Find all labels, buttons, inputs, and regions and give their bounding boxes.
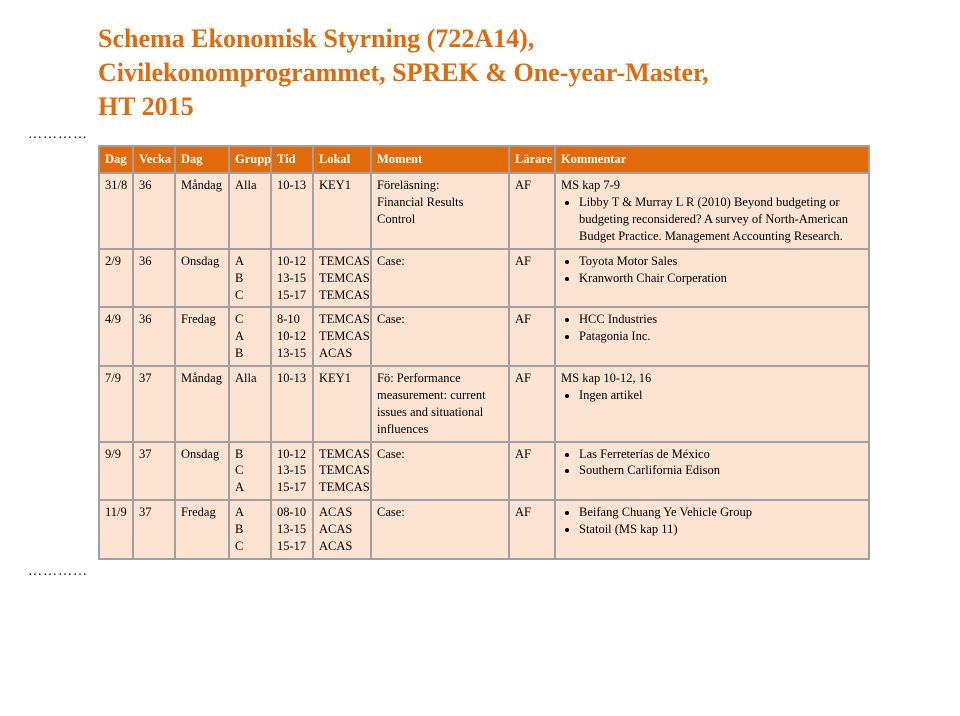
cell-lokal: TEMCASTEMCASTEMCAS: [313, 249, 371, 308]
table-body: 31/836MåndagAlla10-13KEY1Föreläsning:Fin…: [99, 173, 869, 559]
kommentar-list: HCC IndustriesPatagonia Inc.: [561, 311, 863, 345]
cell-lokal: KEY1: [313, 173, 371, 249]
cell-lokal: ACASACASACAS: [313, 500, 371, 559]
cell-dag: Onsdag: [175, 442, 229, 501]
cell-kommentar: MS kap 10-12, 16 Ingen artikel: [555, 366, 869, 442]
col-header-lokal: Lokal: [313, 146, 371, 173]
cell-vecka: 37: [133, 366, 175, 442]
table-header-row: Dag Vecka Dag Grupp Tid Lokal Moment Lär…: [99, 146, 869, 173]
page-container: Schema Ekonomisk Styrning (722A14), Civi…: [0, 0, 960, 580]
kommentar-item: Libby T & Murray L R (2010) Beyond budge…: [579, 194, 863, 245]
col-header-larare: Lärare: [509, 146, 555, 173]
cell-lokal: KEY1: [313, 366, 371, 442]
title-line-2: Civilekonomprogrammet, SPREK & One-year-…: [98, 58, 709, 87]
cell-larare: AF: [509, 442, 555, 501]
cell-lokal: TEMCASTEMCASTEMCAS: [313, 442, 371, 501]
cell-kommentar: Beifang Chuang Ye Vehicle GroupStatoil (…: [555, 500, 869, 559]
table-row: 7/937MåndagAlla10-13KEY1Fö: Performance …: [99, 366, 869, 442]
table-row: 2/936OnsdagABC10-1213-1515-17TEMCASTEMCA…: [99, 249, 869, 308]
cell-grupp: Alla: [229, 366, 271, 442]
cell-kommentar: HCC IndustriesPatagonia Inc.: [555, 307, 869, 366]
cell-larare: AF: [509, 249, 555, 308]
cell-kommentar: Las Ferreterías de MéxicoSouthern Carlif…: [555, 442, 869, 501]
cell-grupp: Alla: [229, 173, 271, 249]
table-row: 31/836MåndagAlla10-13KEY1Föreläsning:Fin…: [99, 173, 869, 249]
cell-date: 2/9: [99, 249, 133, 308]
cell-vecka: 36: [133, 307, 175, 366]
col-header-tid: Tid: [271, 146, 313, 173]
col-header-dag: Dag: [99, 146, 133, 173]
cell-vecka: 36: [133, 249, 175, 308]
cell-tid: 10-1213-1515-17: [271, 249, 313, 308]
kommentar-list: Libby T & Murray L R (2010) Beyond budge…: [561, 194, 863, 245]
table-row: 11/937FredagABC08-1013-1515-17ACASACASAC…: [99, 500, 869, 559]
cell-vecka: 37: [133, 500, 175, 559]
schedule-table: Dag Vecka Dag Grupp Tid Lokal Moment Lär…: [98, 145, 870, 559]
cell-lokal: TEMCASTEMCASACAS: [313, 307, 371, 366]
cell-tid: 10-1213-1515-17: [271, 442, 313, 501]
kommentar-item: Ingen artikel: [579, 387, 863, 404]
kommentar-list: Ingen artikel: [561, 387, 863, 404]
cell-larare: AF: [509, 173, 555, 249]
cell-date: 4/9: [99, 307, 133, 366]
col-header-vecka: Vecka: [133, 146, 175, 173]
cell-grupp: ABC: [229, 249, 271, 308]
col-header-moment: Moment: [371, 146, 509, 173]
kommentar-item: Kranworth Chair Corperation: [579, 270, 863, 287]
kommentar-item: Southern Carlifornia Edison: [579, 462, 863, 479]
cell-larare: AF: [509, 307, 555, 366]
cell-moment: Case:: [371, 500, 509, 559]
cell-tid: 10-13: [271, 366, 313, 442]
cell-dag: Onsdag: [175, 249, 229, 308]
kommentar-item: Toyota Motor Sales: [579, 253, 863, 270]
cell-moment: Case:: [371, 307, 509, 366]
kommentar-item: Statoil (MS kap 11): [579, 521, 863, 538]
kommentar-prefix: MS kap 7-9: [561, 178, 620, 192]
cell-date: 11/9: [99, 500, 133, 559]
cell-moment: Case:: [371, 442, 509, 501]
cell-moment: Föreläsning:Financial Results Control: [371, 173, 509, 249]
col-header-dag2: Dag: [175, 146, 229, 173]
kommentar-list: Toyota Motor SalesKranworth Chair Corper…: [561, 253, 863, 287]
cell-dag: Måndag: [175, 366, 229, 442]
cell-moment: Fö: Performance measurement: current iss…: [371, 366, 509, 442]
cell-larare: AF: [509, 366, 555, 442]
table-header: Dag Vecka Dag Grupp Tid Lokal Moment Lär…: [99, 146, 869, 173]
cell-tid: 08-1013-1515-17: [271, 500, 313, 559]
kommentar-item: HCC Industries: [579, 311, 863, 328]
divider-dots-top: …………: [28, 127, 870, 143]
divider-dots-bottom: …………: [28, 564, 870, 580]
cell-larare: AF: [509, 500, 555, 559]
cell-tid: 8-1010-1213-15: [271, 307, 313, 366]
kommentar-item: Beifang Chuang Ye Vehicle Group: [579, 504, 863, 521]
title-line-3: HT 2015: [98, 92, 194, 121]
cell-date: 7/9: [99, 366, 133, 442]
col-header-kommentar: Kommentar: [555, 146, 869, 173]
table-row: 9/937OnsdagBCA10-1213-1515-17TEMCASTEMCA…: [99, 442, 869, 501]
page-title: Schema Ekonomisk Styrning (722A14), Civi…: [98, 22, 870, 123]
cell-vecka: 37: [133, 442, 175, 501]
kommentar-item: Las Ferreterías de México: [579, 446, 863, 463]
cell-moment: Case:: [371, 249, 509, 308]
kommentar-list: Beifang Chuang Ye Vehicle GroupStatoil (…: [561, 504, 863, 538]
table-row: 4/936FredagCAB8-1010-1213-15TEMCASTEMCAS…: [99, 307, 869, 366]
kommentar-item: Patagonia Inc.: [579, 328, 863, 345]
cell-dag: Måndag: [175, 173, 229, 249]
cell-grupp: ABC: [229, 500, 271, 559]
kommentar-prefix: MS kap 10-12, 16: [561, 371, 651, 385]
cell-kommentar: MS kap 7-9 Libby T & Murray L R (2010) Be…: [555, 173, 869, 249]
col-header-grupp: Grupp: [229, 146, 271, 173]
cell-grupp: BCA: [229, 442, 271, 501]
cell-date: 31/8: [99, 173, 133, 249]
cell-vecka: 36: [133, 173, 175, 249]
cell-dag: Fredag: [175, 500, 229, 559]
kommentar-list: Las Ferreterías de MéxicoSouthern Carlif…: [561, 446, 863, 480]
cell-dag: Fredag: [175, 307, 229, 366]
title-line-1: Schema Ekonomisk Styrning (722A14),: [98, 24, 534, 53]
cell-tid: 10-13: [271, 173, 313, 249]
cell-kommentar: Toyota Motor SalesKranworth Chair Corper…: [555, 249, 869, 308]
cell-grupp: CAB: [229, 307, 271, 366]
cell-date: 9/9: [99, 442, 133, 501]
